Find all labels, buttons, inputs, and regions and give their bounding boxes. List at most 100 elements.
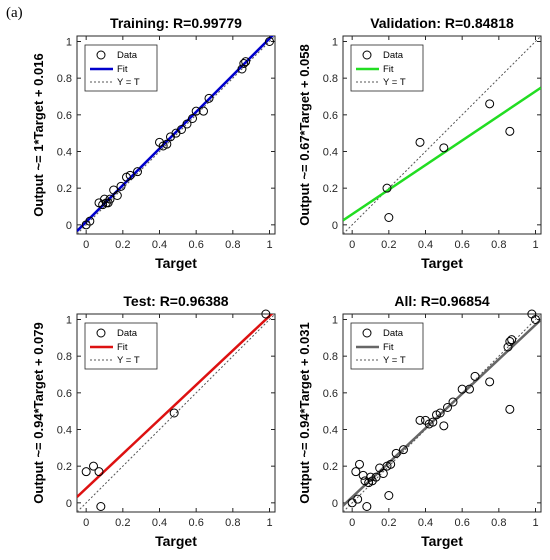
fit-line: [77, 314, 274, 498]
y-tick-label: 0.6: [57, 110, 72, 122]
y-tick-label: 0.2: [323, 183, 338, 195]
y-tick-label: 0.8: [323, 351, 338, 363]
y-tick-label: 0: [332, 220, 338, 232]
legend-label-identity: Y = T: [383, 355, 406, 366]
data-point: [439, 421, 449, 431]
fit-line: [343, 86, 541, 222]
data-point: [112, 191, 122, 200]
data-point: [457, 384, 467, 394]
legend: Data Fit Y = T: [350, 44, 424, 92]
data-point: [105, 194, 115, 204]
y-tick-label: 1: [66, 315, 72, 327]
data-point: [382, 183, 392, 193]
x-axis-label: Target: [421, 255, 463, 271]
data-point: [503, 342, 513, 352]
y-tick-label: 0: [66, 498, 72, 510]
x-tick-label: 0: [83, 239, 89, 251]
y-tick-label: 1: [332, 315, 338, 327]
plot-title: Training: R=0.99779: [110, 15, 242, 31]
data-point: [81, 467, 91, 477]
y-tick-label: 1: [66, 37, 72, 49]
data-point: [162, 139, 172, 149]
data-point: [191, 106, 201, 116]
legend-marker-data: [362, 50, 372, 60]
data-point: [85, 216, 95, 226]
data-point: [239, 59, 249, 68]
data-point: [177, 125, 186, 134]
data-point: [199, 106, 208, 116]
legend-label-identity: Y = T: [117, 77, 140, 88]
fit-line: [77, 36, 274, 232]
data-point: [125, 170, 135, 180]
x-tick-label: 0.8: [491, 517, 506, 529]
x-tick-label: 0.6: [189, 239, 204, 251]
legend-label-data: Data: [383, 50, 404, 61]
legend: Data Fit Y = T: [350, 322, 424, 370]
data-point: [188, 114, 197, 123]
data-point: [465, 384, 474, 394]
data-point: [391, 448, 401, 458]
data-point: [204, 93, 214, 103]
data-point: [265, 37, 274, 46]
legend-label-fit: Fit: [117, 64, 128, 75]
legend: Data Fit Y = T: [84, 322, 158, 370]
plot-panel-2: Validation: R=0.84818 00 0.2 0.2 0.4 0.4 0.6 0.…: [297, 15, 542, 271]
legend-label-identity: Y = T: [383, 77, 406, 88]
data-point: [415, 137, 425, 147]
data-point: [428, 417, 438, 427]
data-point: [169, 408, 179, 418]
legend: Data Fit Y = T: [84, 44, 158, 92]
identity-line: [77, 36, 275, 234]
figure-label: (a): [6, 5, 23, 21]
x-tick-label: 0: [349, 517, 355, 529]
x-tick-label: 1: [532, 517, 538, 529]
data-point: [261, 309, 271, 319]
data-point: [435, 408, 445, 418]
data-point: [439, 143, 449, 153]
data-point: [116, 181, 126, 191]
y-tick-label: 0.6: [323, 110, 338, 122]
y-tick-label: 0.8: [57, 351, 72, 363]
data-point: [399, 445, 408, 455]
x-axis-label: Target: [155, 533, 197, 549]
y-axis-label: Output ~= 0.94*Target + 0.079: [31, 322, 46, 503]
plot-title: Validation: R=0.84818: [370, 15, 514, 31]
x-axis-label: Target: [155, 255, 197, 271]
x-tick-label: 0.8: [491, 239, 506, 251]
x-tick-label: 0.2: [381, 239, 396, 251]
data-point: [443, 403, 452, 412]
data-point: [182, 119, 192, 129]
y-axis-label: Output ~= 0.67*Target + 0.058: [297, 44, 312, 225]
legend-label-data: Data: [117, 50, 138, 61]
data-point: [507, 335, 517, 345]
legend-marker-data: [96, 328, 106, 338]
data-point: [378, 469, 388, 478]
legend-label-identity: Y = T: [117, 355, 140, 366]
data-point: [355, 459, 364, 469]
x-tick-label: 0.2: [115, 239, 130, 251]
plot-panel-4: All: R=0.96854 00 0.2 0.2 0.4 0.4 0.6 0.6 0.8 0.8…: [297, 293, 542, 549]
x-tick-label: 0.2: [115, 517, 130, 529]
x-tick-label: 0.4: [418, 239, 433, 251]
x-tick-label: 0.4: [418, 517, 433, 529]
data-point: [237, 64, 247, 74]
data-point: [384, 213, 394, 222]
data-point: [89, 461, 98, 471]
data-point: [386, 459, 396, 469]
data-point: [505, 404, 515, 414]
data-point: [353, 494, 363, 504]
x-tick-label: 0.4: [152, 239, 167, 251]
y-tick-label: 0.2: [57, 461, 72, 473]
y-tick-label: 0.4: [57, 147, 72, 159]
y-tick-label: 0.6: [57, 388, 72, 400]
plot-title: Test: R=0.96388: [123, 293, 228, 309]
x-tick-label: 0: [349, 239, 355, 251]
x-tick-label: 0.6: [189, 517, 204, 529]
x-tick-label: 0.4: [152, 517, 167, 529]
y-axis-label: Output ~= 1*Target + 0.016: [31, 53, 46, 216]
data-point: [133, 167, 142, 177]
data-point: [470, 371, 480, 381]
identity-line: [77, 314, 275, 512]
data-point: [351, 467, 361, 477]
